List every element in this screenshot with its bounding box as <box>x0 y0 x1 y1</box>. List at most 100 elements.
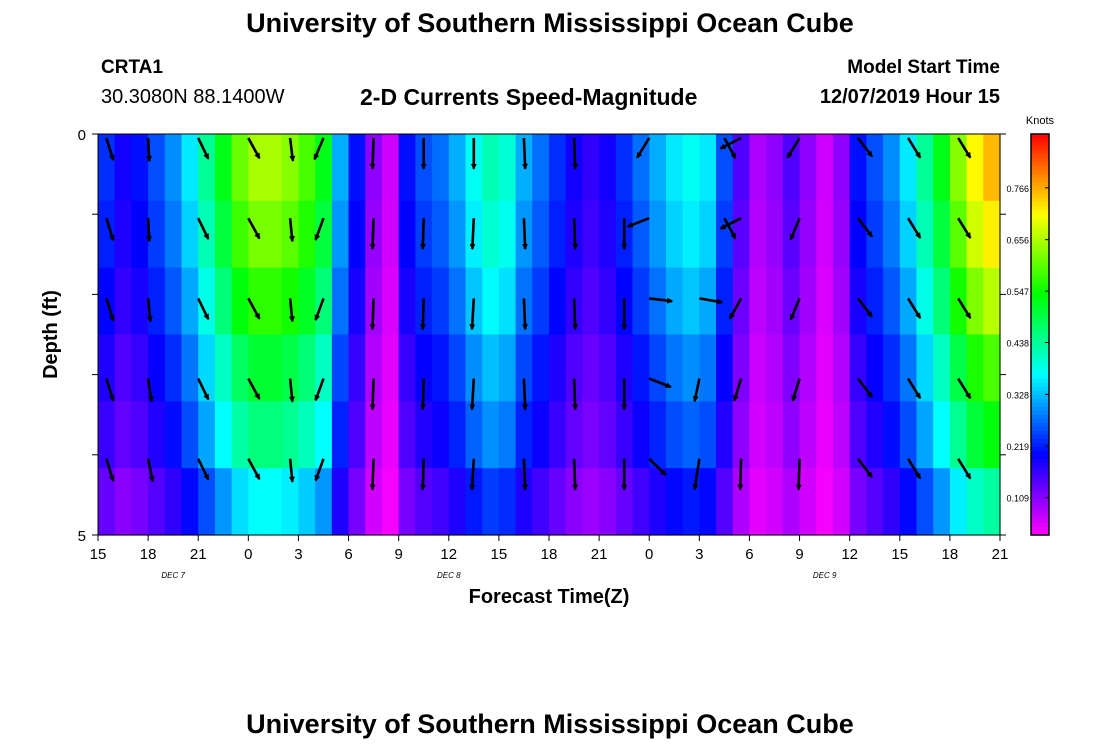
current-vector <box>795 458 802 491</box>
heatmap-cell <box>699 267 717 336</box>
heatmap-cell <box>682 267 700 336</box>
heatmap-cell <box>665 134 684 202</box>
current-vector <box>288 137 296 162</box>
colorbar-segment <box>1031 414 1049 420</box>
heatmap-cell <box>114 401 132 469</box>
heatmap-cell <box>682 334 700 402</box>
current-vector <box>957 377 972 400</box>
current-vector <box>314 217 325 241</box>
heatmap-cell <box>231 401 249 469</box>
heatmap-cell <box>716 334 734 402</box>
date-label: DEC 9 <box>813 571 837 580</box>
heatmap-cell <box>766 200 784 269</box>
colorbar-segment <box>1031 530 1049 536</box>
colorbar-segment <box>1031 374 1049 380</box>
colorbar-segment <box>1031 406 1049 412</box>
heatmap-cell <box>732 267 751 336</box>
colorbar-segment <box>1031 278 1049 283</box>
heatmap-cell <box>749 401 767 469</box>
heatmap-cell <box>381 200 400 269</box>
heatmap-cell <box>164 401 183 469</box>
colorbar-segment <box>1031 410 1049 416</box>
heatmap-cell <box>665 267 684 336</box>
heatmap-cell <box>482 267 500 336</box>
colorbar-segment <box>1031 390 1049 396</box>
heatmap-cell <box>582 200 600 269</box>
current-vector <box>521 137 528 170</box>
colorbar-tick-label: 0.109 <box>1006 494 1029 504</box>
heatmap-cell <box>515 401 533 469</box>
heatmap-cell <box>482 334 500 402</box>
heatmap-cell <box>682 200 700 269</box>
current-vector <box>105 217 115 242</box>
current-vector <box>419 378 426 411</box>
current-vector <box>649 297 674 304</box>
heatmap-cell <box>315 134 333 202</box>
heatmap-cell <box>265 401 283 469</box>
colorbar-segment <box>1031 366 1049 372</box>
heatmap-cell <box>549 468 567 536</box>
x-tick-label: 6 <box>745 546 753 563</box>
heatmap-cell <box>799 401 817 469</box>
heatmap-cell <box>933 200 951 269</box>
current-vector <box>572 218 579 250</box>
heatmap-cell <box>331 334 350 402</box>
heatmap-cell <box>899 468 918 536</box>
heatmap-cell <box>749 200 767 269</box>
heatmap-cell <box>665 468 684 536</box>
heatmap-cell <box>532 134 550 202</box>
current-vector <box>105 298 115 322</box>
current-vector <box>906 377 922 400</box>
colorbar-segment <box>1031 154 1049 159</box>
colorbar-segment <box>1031 466 1049 472</box>
current-vector <box>314 297 325 322</box>
heatmap-cell <box>883 200 901 269</box>
heatmap-cell <box>415 401 433 469</box>
current-vector <box>146 298 153 323</box>
colorbar-segment <box>1031 170 1049 175</box>
colorbar-segment <box>1031 322 1049 328</box>
colorbar-segment <box>1031 226 1049 231</box>
colorbar-segment <box>1031 422 1049 428</box>
current-vector <box>737 458 744 491</box>
colorbar-segment <box>1031 218 1049 223</box>
heatmap-cell <box>298 200 316 269</box>
heatmap-cell <box>832 134 851 202</box>
current-vector <box>789 217 801 241</box>
heatmap-cell <box>883 334 901 402</box>
heatmap-cell <box>131 267 149 336</box>
heatmap-cell <box>615 401 634 469</box>
heatmap-cell <box>699 134 717 202</box>
heatmap-cell <box>983 200 1001 269</box>
heatmap-cell <box>415 468 433 536</box>
heatmap-cell <box>732 334 751 402</box>
colorbar-segment <box>1031 494 1049 500</box>
heatmap-cell <box>949 401 968 469</box>
heatmap-cell <box>816 468 834 536</box>
heatmap-cell <box>498 401 517 469</box>
heatmap-cell <box>582 468 600 536</box>
heatmap-cell <box>265 267 283 336</box>
heatmap-cell <box>148 468 166 536</box>
heatmap-cell <box>365 468 383 536</box>
current-vector <box>146 137 153 163</box>
heatmap-cell <box>649 334 667 402</box>
heatmap-cell <box>348 468 366 536</box>
heatmap-cell <box>315 468 333 536</box>
heatmap-cell <box>565 334 583 402</box>
current-vector <box>699 297 724 305</box>
current-vector <box>856 458 874 478</box>
x-axis-label: Forecast Time(Z) <box>469 586 630 608</box>
current-vector <box>521 298 528 331</box>
heatmap-cell <box>983 334 1001 402</box>
colorbar-segment <box>1031 242 1049 247</box>
colorbar-segment <box>1031 454 1049 460</box>
heatmap-cell <box>983 134 1001 202</box>
page-title: University of Southern Mississippi Ocean… <box>246 8 854 38</box>
current-vector <box>957 297 972 319</box>
y-tick-label: 0 <box>78 127 86 144</box>
heatmap-cell <box>214 200 233 269</box>
colorbar-segment <box>1031 450 1049 456</box>
heatmap-cell <box>331 200 350 269</box>
heatmap-cell <box>281 334 300 402</box>
